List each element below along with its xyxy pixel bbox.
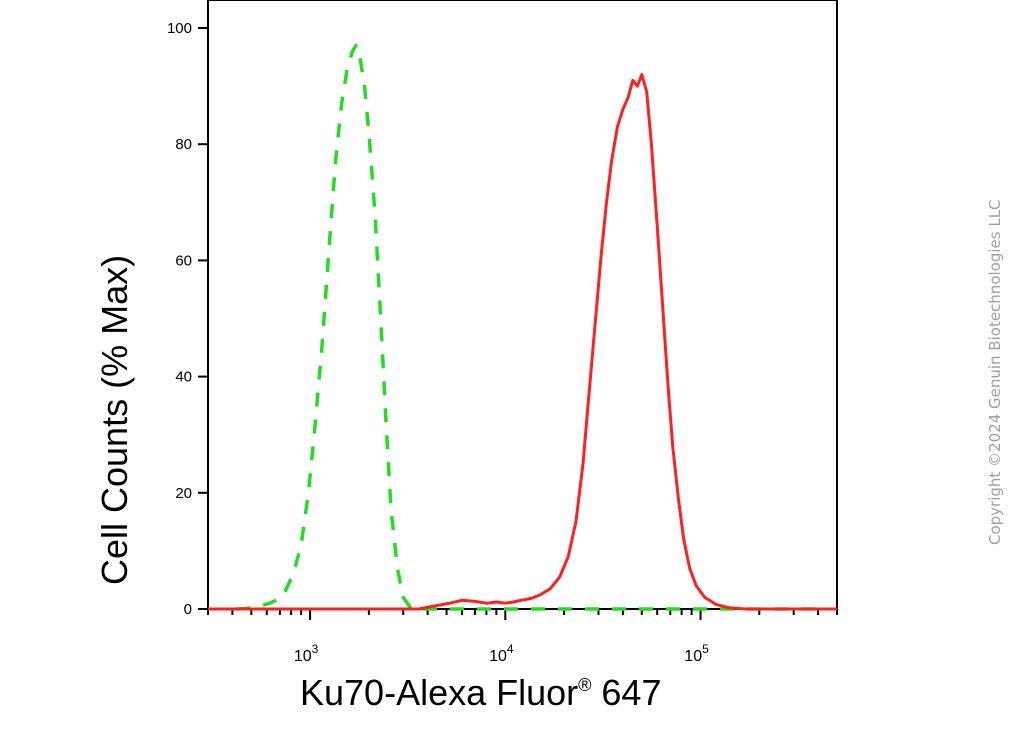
x-tick-label: 105 (684, 642, 709, 665)
y-tick-label: 60 (175, 252, 192, 269)
x-axis-title-superscript: ® (578, 675, 592, 695)
y-tick-label: 0 (184, 601, 192, 618)
y-tick-label: 40 (175, 369, 192, 386)
series-group (208, 43, 837, 611)
x-axis: 103 104 105 (207, 609, 838, 665)
y-tick-label: 100 (167, 20, 192, 37)
series-line-2 (208, 73, 837, 611)
x-axis-title: Ku70-Alexa Fluor® 647 (300, 672, 661, 714)
series-line-1 (236, 43, 823, 611)
y-axis: 0 20 40 60 80 100 (167, 20, 208, 618)
plot-frame (207, 0, 838, 610)
y-axis-title: Cell Counts (% Max) (94, 254, 135, 585)
y-tick-label: 20 (175, 485, 192, 502)
y-tick-label: 80 (175, 136, 192, 153)
copyright-watermark: Copyright ©2024 Genuin Biotechnologies L… (986, 199, 1004, 545)
x-tick-label: 103 (294, 642, 319, 665)
x-tick-label: 104 (489, 642, 514, 665)
x-axis-title-main: Ku70-Alexa Fluor (300, 672, 579, 713)
x-axis-title-tail: 647 (591, 672, 662, 713)
